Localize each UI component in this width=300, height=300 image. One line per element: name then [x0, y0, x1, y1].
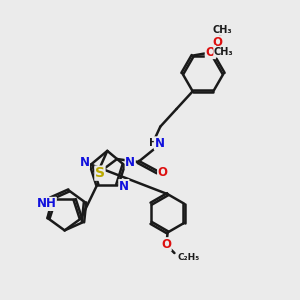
- Text: S: S: [95, 166, 105, 180]
- Text: N: N: [154, 137, 164, 150]
- Text: H: H: [148, 138, 157, 148]
- Text: O: O: [213, 36, 223, 49]
- Text: O: O: [158, 167, 168, 179]
- Text: O: O: [206, 46, 215, 59]
- Text: CH₃: CH₃: [214, 47, 233, 57]
- Text: O: O: [161, 238, 171, 251]
- Text: NH: NH: [36, 197, 56, 210]
- Text: N: N: [125, 156, 135, 169]
- Text: N: N: [80, 156, 89, 169]
- Text: C₂H₅: C₂H₅: [177, 253, 200, 262]
- Text: N: N: [119, 180, 129, 193]
- Text: CH₃: CH₃: [212, 25, 232, 35]
